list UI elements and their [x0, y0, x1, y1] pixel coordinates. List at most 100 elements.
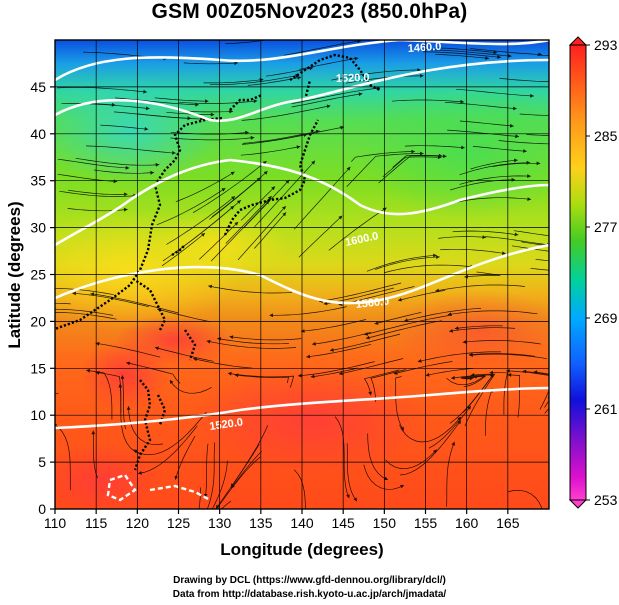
streamline-arrow-icon: [205, 99, 209, 103]
streamline: [464, 373, 496, 427]
streamline-arrow-icon: [126, 361, 131, 366]
streamline: [365, 320, 442, 339]
streamline-arrow-icon: [514, 158, 518, 163]
streamline: [306, 343, 372, 358]
streamline-arrow-icon: [206, 339, 211, 344]
streamline: [452, 230, 519, 236]
streamline-arrow-icon: [187, 116, 192, 121]
x-axis-label: Longitude (degrees): [220, 540, 383, 559]
streamline-arrow-icon: [420, 151, 424, 156]
streamline: [398, 290, 446, 301]
streamline: [346, 75, 424, 84]
streamline: [533, 371, 549, 408]
streamline: [468, 353, 535, 357]
streamline: [169, 379, 212, 394]
streamline-arrow-icon: [269, 313, 273, 318]
streamline-arrow-icon: [229, 109, 233, 114]
y-tick-label: 20: [30, 313, 46, 329]
streamline: [291, 87, 381, 105]
streamline: [254, 160, 316, 228]
streamline: [192, 160, 267, 214]
streamline-arrow-icon: [229, 335, 234, 339]
colorbar-tick-label: 293: [594, 37, 618, 53]
streamline: [183, 62, 238, 65]
streamline-arrow-icon: [126, 406, 131, 410]
x-tick-label: 140: [290, 515, 314, 531]
credit-data: Data from http://database.rish.kyoto-u.a…: [172, 589, 447, 600]
streamline-arrow-icon: [309, 66, 314, 71]
streamline: [184, 110, 233, 113]
streamline: [215, 456, 261, 509]
streamline-arrow-icon: [451, 375, 455, 380]
streamline-arrow-icon: [330, 348, 334, 352]
streamline: [128, 406, 163, 446]
streamline: [425, 368, 474, 376]
streamline-arrow-icon: [133, 449, 138, 454]
colorbar-tick-label: 269: [594, 310, 618, 326]
streamline-arrow-icon: [507, 373, 512, 377]
streamline-arrow-icon: [155, 346, 159, 351]
streamline: [90, 293, 179, 314]
streamline-arrow-icon: [282, 206, 286, 210]
streamline: [193, 358, 253, 369]
streamline-arrow-icon: [145, 106, 150, 111]
streamline: [55, 312, 117, 320]
streamline-arrow-icon: [544, 552, 548, 556]
streamline: [206, 442, 216, 509]
streamline: [400, 420, 462, 476]
streamline-arrow-icon: [417, 68, 421, 72]
streamline-arrow-icon: [143, 89, 147, 94]
streamline-arrow-icon: [443, 154, 447, 159]
streamline-arrow-icon: [125, 165, 130, 170]
streamline: [155, 347, 214, 362]
streamline-arrow-icon: [315, 129, 320, 134]
streamline: [86, 369, 113, 420]
streamline: [293, 469, 306, 509]
streamline: [462, 340, 541, 345]
streamline: [297, 361, 375, 377]
streamline: [346, 153, 424, 187]
streamline: [338, 358, 404, 375]
streamline-arrow-icon: [178, 557, 182, 561]
streamline-arrow-icon: [357, 40, 361, 44]
streamline: [519, 113, 549, 116]
streamline: [449, 327, 516, 332]
streamline: [526, 134, 549, 136]
x-tick-label: 120: [126, 515, 150, 531]
x-tick-label: 115: [85, 515, 108, 531]
streamline: [161, 232, 206, 267]
streamline: [459, 175, 531, 185]
streamline: [198, 487, 202, 509]
streamline: [513, 230, 549, 237]
streamline: [133, 411, 207, 456]
streamline: [363, 464, 405, 490]
streamline: [435, 284, 525, 292]
streamline-arrow-icon: [24, 288, 28, 292]
streamline: [470, 159, 518, 170]
streamline: [363, 369, 400, 396]
streamline: [138, 425, 198, 474]
streamline: [100, 124, 149, 130]
colorbar-tick-label: 285: [594, 128, 618, 144]
streamline: [469, 353, 548, 360]
y-tick-label: 30: [30, 220, 46, 236]
streamline: [179, 100, 258, 104]
x-tick-label: 150: [373, 515, 397, 531]
streamline: [385, 449, 438, 469]
streamline: [85, 145, 176, 154]
streamline: [55, 288, 114, 296]
streamline-arrow-icon: [234, 61, 238, 66]
streamline: [203, 79, 264, 84]
streamline: [121, 375, 126, 430]
streamline-arrow-icon: [470, 373, 475, 377]
streamline: [269, 306, 347, 316]
contour-label: 1560.0: [355, 296, 390, 311]
streamline-arrow-icon: [536, 161, 541, 166]
x-tick-label: 165: [496, 515, 520, 531]
streamline: [446, 375, 487, 386]
streamline: [95, 342, 161, 358]
streamline-arrow-icon: [282, 212, 287, 217]
streamline-arrow-icon: [469, 352, 473, 357]
streamline: [449, 373, 494, 424]
